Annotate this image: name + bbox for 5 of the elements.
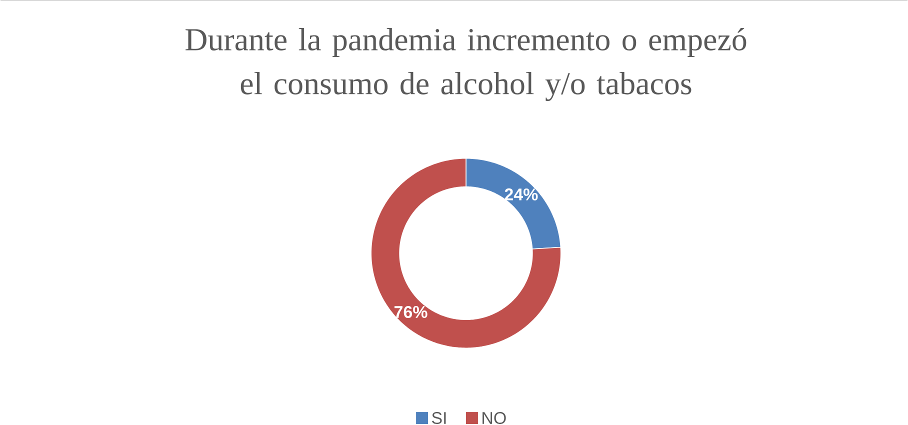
- data-label: 24%: [504, 188, 538, 200]
- chart-title: Durante la pandemia incremento o empezó el consumo de alcohol y/o tabacos: [186, 28, 746, 102]
- data-label: 76%: [394, 306, 428, 318]
- legend-label: SI: [432, 412, 446, 424]
- legend-label: NO: [482, 412, 506, 424]
